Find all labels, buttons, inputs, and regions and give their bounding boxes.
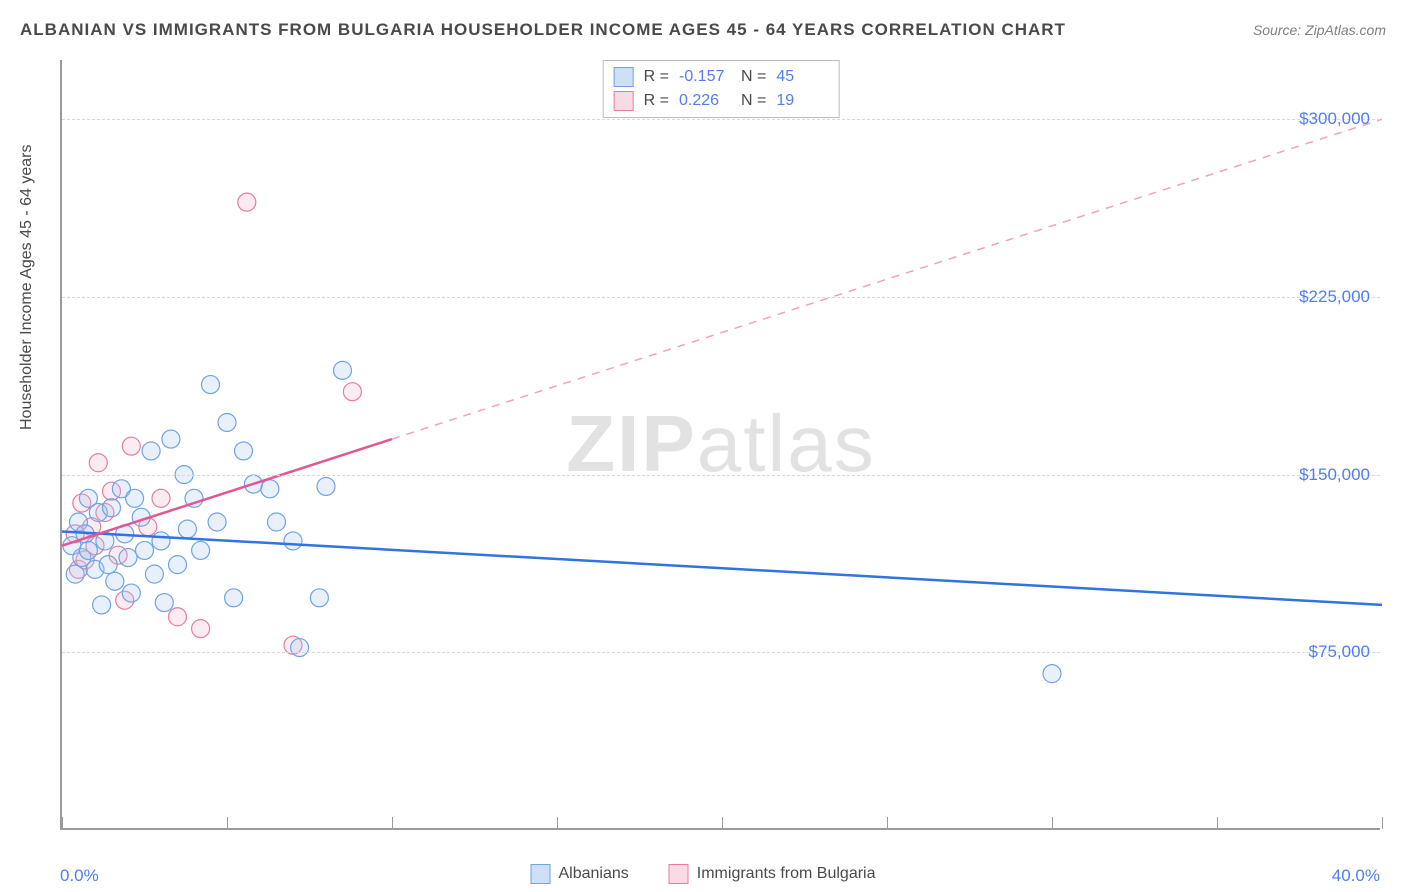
y-tick-label: $300,000 bbox=[1299, 109, 1370, 129]
scatter-point bbox=[122, 584, 140, 602]
y-tick-label: $75,000 bbox=[1309, 642, 1370, 662]
scatter-point bbox=[155, 594, 173, 612]
y-tick-label: $225,000 bbox=[1299, 287, 1370, 307]
y-tick-label: $150,000 bbox=[1299, 465, 1370, 485]
scatter-point bbox=[343, 383, 361, 401]
scatter-point bbox=[122, 437, 140, 455]
scatter-point bbox=[334, 361, 352, 379]
scatter-point bbox=[202, 376, 220, 394]
scatter-point bbox=[178, 520, 196, 538]
x-tick bbox=[1217, 817, 1218, 829]
x-tick bbox=[887, 817, 888, 829]
scatter-point bbox=[99, 556, 117, 574]
scatter-point bbox=[317, 477, 335, 495]
scatter-point bbox=[66, 565, 84, 583]
chart-svg bbox=[62, 60, 1380, 828]
scatter-point bbox=[119, 549, 137, 567]
scatter-point bbox=[208, 513, 226, 531]
legend-label-0: Albanians bbox=[559, 865, 629, 883]
scatter-point bbox=[1043, 665, 1061, 683]
x-tick bbox=[227, 817, 228, 829]
scatter-point bbox=[162, 430, 180, 448]
scatter-point bbox=[142, 442, 160, 460]
scatter-point bbox=[79, 541, 97, 559]
scatter-point bbox=[106, 572, 124, 590]
legend-item-0: Albanians bbox=[531, 864, 629, 884]
scatter-point bbox=[192, 620, 210, 638]
scatter-point bbox=[169, 556, 187, 574]
scatter-point bbox=[225, 589, 243, 607]
scatter-point bbox=[136, 541, 154, 559]
scatter-point bbox=[89, 454, 107, 472]
trendline-bulgaria-dashed bbox=[392, 119, 1382, 439]
legend-swatch-0 bbox=[531, 864, 551, 884]
source-label: Source: ZipAtlas.com bbox=[1253, 22, 1386, 38]
y-axis-label: Householder Income Ages 45 - 64 years bbox=[18, 145, 36, 431]
legend-swatch-1 bbox=[669, 864, 689, 884]
scatter-point bbox=[169, 608, 187, 626]
scatter-point bbox=[126, 489, 144, 507]
scatter-point bbox=[103, 499, 121, 517]
chart-container: ALBANIAN VS IMMIGRANTS FROM BULGARIA HOU… bbox=[0, 0, 1406, 892]
chart-title: ALBANIAN VS IMMIGRANTS FROM BULGARIA HOU… bbox=[20, 20, 1066, 40]
plot-area: ZIPatlas R = -0.157 N = 45 R = 0.226 N =… bbox=[60, 60, 1380, 830]
scatter-point bbox=[235, 442, 253, 460]
x-tick-start: 0.0% bbox=[60, 866, 99, 886]
gridline-h bbox=[62, 652, 1380, 653]
x-tick bbox=[1382, 817, 1383, 829]
scatter-point bbox=[152, 489, 170, 507]
trendline-albanians bbox=[62, 531, 1382, 604]
scatter-point bbox=[152, 532, 170, 550]
legend-label-1: Immigrants from Bulgaria bbox=[697, 865, 876, 883]
x-tick-end: 40.0% bbox=[1332, 866, 1380, 886]
x-tick bbox=[62, 817, 63, 829]
x-tick bbox=[722, 817, 723, 829]
gridline-h bbox=[62, 475, 1380, 476]
scatter-point bbox=[268, 513, 286, 531]
scatter-point bbox=[218, 413, 236, 431]
x-tick bbox=[392, 817, 393, 829]
scatter-point bbox=[238, 193, 256, 211]
scatter-point bbox=[284, 532, 302, 550]
x-tick bbox=[557, 817, 558, 829]
x-tick bbox=[1052, 817, 1053, 829]
scatter-point bbox=[291, 639, 309, 657]
scatter-point bbox=[310, 589, 328, 607]
scatter-point bbox=[261, 480, 279, 498]
scatter-point bbox=[93, 596, 111, 614]
legend-bottom: Albanians Immigrants from Bulgaria bbox=[531, 864, 876, 884]
scatter-point bbox=[145, 565, 163, 583]
gridline-h bbox=[62, 119, 1380, 120]
legend-item-1: Immigrants from Bulgaria bbox=[669, 864, 876, 884]
scatter-point bbox=[192, 541, 210, 559]
gridline-h bbox=[62, 297, 1380, 298]
